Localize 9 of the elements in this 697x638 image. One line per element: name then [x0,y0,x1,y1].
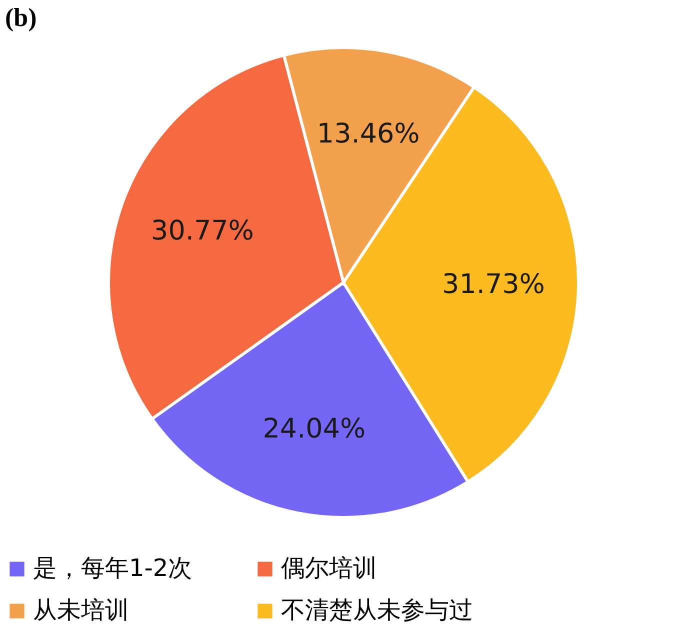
legend-label: 从未培训 [33,596,129,624]
data-label: 31.73% [442,268,545,300]
data-label: 24.04% [262,414,366,445]
chart-title: (b) [5,3,37,32]
legend-label: 偶尔培训 [281,554,377,582]
data-label: 13.46% [316,118,420,150]
legend-label: 不清楚从未参与过 [281,596,473,624]
data-label: 30.77% [151,215,254,246]
legend-label: 是，每年1-2次 [33,554,192,582]
